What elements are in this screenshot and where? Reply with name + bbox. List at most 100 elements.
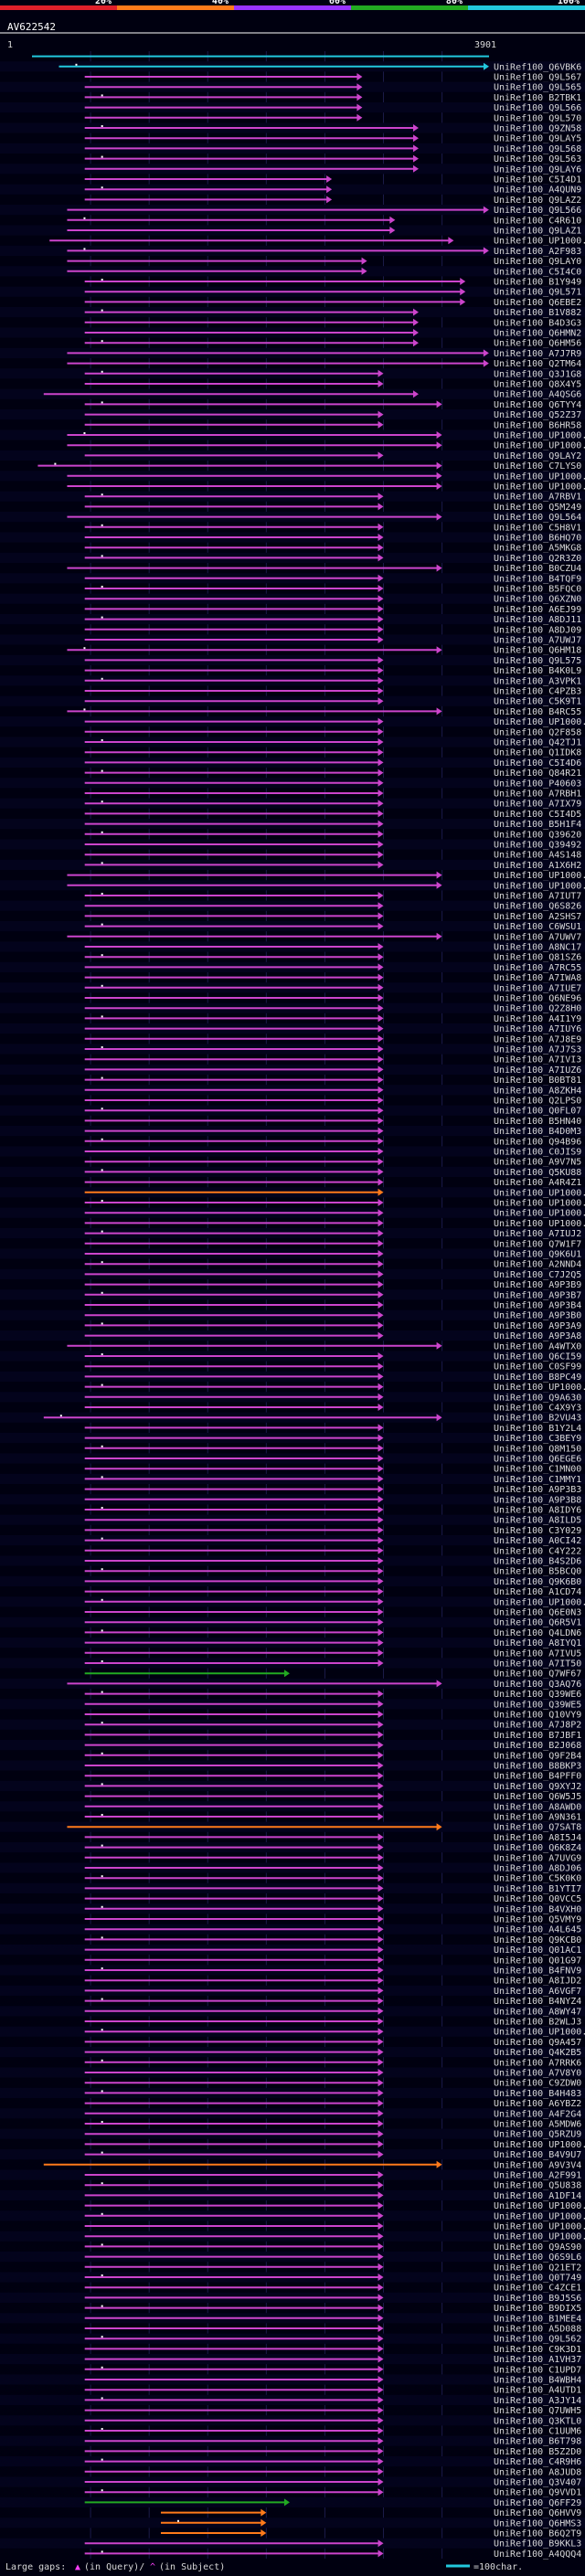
hit-row[interactable]: UniRef100_C1MMY1 <box>0 1473 585 1485</box>
hit-row[interactable]: UniRef100_B4V9U7 <box>0 2149 585 2160</box>
hit-row[interactable]: UniRef100_B0BT81 <box>84 1076 582 1086</box>
hit-label[interactable]: UniRef100_Q9XYJ2 <box>494 1782 581 1792</box>
hit-row[interactable]: UniRef100_B5Z2D0 <box>84 2447 582 2457</box>
hit-label[interactable]: UniRef100_UP1000.. <box>494 1199 585 1209</box>
hit-label[interactable]: UniRef100_B6HQ70 <box>494 534 581 544</box>
hit-row[interactable]: UniRef100_Q9LAY2 <box>0 450 585 461</box>
hit-label[interactable]: UniRef100_A7IUE7 <box>494 983 581 993</box>
hit-label[interactable]: UniRef100_Q0T749 <box>494 2274 581 2284</box>
hit-row[interactable]: UniRef100_B6Q2T9 <box>160 2529 581 2539</box>
hit-row[interactable]: UniRef100_A7IWA8 <box>84 973 582 983</box>
hit-label[interactable]: UniRef100_C4Y222 <box>494 1546 581 1556</box>
hit-row[interactable]: UniRef100_Q9L565 <box>0 81 585 93</box>
hit-label[interactable]: UniRef100_Q01AC1 <box>494 1945 581 1956</box>
hit-row[interactable]: UniRef100_Q2TM64 <box>67 359 581 369</box>
hit-label[interactable]: UniRef100_B4S2D6 <box>494 1557 581 1567</box>
hit-row[interactable]: UniRef100_C7J2Q5 <box>0 1268 585 1280</box>
hit-row[interactable]: UniRef100_B7JBF1 <box>84 1731 582 1741</box>
hit-row[interactable]: UniRef100_A1CD74 <box>84 1587 582 1597</box>
hit-label[interactable]: UniRef100_A1X6H2 <box>494 861 581 871</box>
hit-row[interactable]: UniRef100_A9P3A8 <box>0 1330 585 1341</box>
hit-label[interactable]: UniRef100_UP1000.. <box>494 1188 585 1198</box>
hit-row[interactable]: UniRef100_UP1000.. <box>67 871 585 881</box>
hit-row[interactable]: UniRef100_Q9LAY6 <box>0 164 585 175</box>
hit-row[interactable]: UniRef100_Q3V407 <box>0 2476 585 2488</box>
hit-row[interactable]: UniRef100_Q8X4Y5 <box>84 380 582 390</box>
hit-label[interactable]: UniRef100_Q0FL07 <box>494 1107 581 1117</box>
hit-row[interactable]: UniRef100_B1MEE4 <box>0 2313 585 2324</box>
hit-row[interactable]: UniRef100_A9V7N5 <box>84 1158 582 1168</box>
hit-row[interactable]: UniRef100_Q39492 <box>0 839 585 851</box>
hit-label[interactable]: UniRef100_A7J7R9 <box>494 349 581 359</box>
hit-row[interactable]: UniRef100_A5D088 <box>84 2325 582 2335</box>
hit-label[interactable]: UniRef100_A4QUN9 <box>494 186 581 196</box>
hit-label[interactable]: UniRef100_B4V9U7 <box>494 2150 581 2160</box>
hit-label[interactable]: UniRef100_Q3J1G8 <box>494 369 581 379</box>
hit-row[interactable]: UniRef100_Q39WE5 <box>0 1699 585 1710</box>
hit-label[interactable]: UniRef100_C1MMY1 <box>494 1475 581 1485</box>
hit-row[interactable]: UniRef100_C5I4C0 <box>0 266 585 277</box>
hit-label[interactable]: UniRef100_Q3KTL0 <box>494 2416 581 2426</box>
hit-row[interactable]: UniRef100_Q5RZU9 <box>0 2128 585 2140</box>
hit-label[interactable]: UniRef100_Q2LPS0 <box>494 1097 581 1107</box>
hit-label[interactable]: UniRef100_B1Y2L4 <box>494 1424 581 1434</box>
hit-row[interactable]: UniRef100_A8DJ09 <box>84 625 582 635</box>
hit-label[interactable]: UniRef100_A8ILD5 <box>494 1516 581 1526</box>
hit-label[interactable]: UniRef100_C1UUM6 <box>494 2427 581 2437</box>
hit-row[interactable]: UniRef100_C4R610 <box>67 216 581 226</box>
hit-row[interactable]: UniRef100_A7RBV1 <box>0 491 585 503</box>
hit-row[interactable]: UniRef100_A9P3B3 <box>84 1485 582 1495</box>
hit-label[interactable]: UniRef100_A9P3B4 <box>494 1301 581 1311</box>
hit-label[interactable]: UniRef100_Q6XZN0 <box>494 595 581 605</box>
hit-label[interactable]: UniRef100_A8IDY6 <box>494 1506 581 1516</box>
hit-label[interactable]: UniRef100_B6Q2T9 <box>494 2529 581 2539</box>
hit-row[interactable]: UniRef100_Q6HVV9 <box>160 2508 581 2518</box>
hit-row[interactable]: UniRef100_B1YTI7 <box>0 1882 585 1894</box>
hit-row[interactable]: UniRef100_Q21ET2 <box>84 2263 582 2273</box>
hit-row[interactable]: UniRef100_Q6K8Z4 <box>0 1842 585 1853</box>
hit-label[interactable]: UniRef100_A4I1Y9 <box>494 1014 581 1024</box>
hit-row[interactable]: UniRef100_A8AWD0 <box>0 1801 585 1812</box>
hit-row[interactable]: UniRef100_A7IT50 <box>0 1658 585 1670</box>
hit-label[interactable]: UniRef100_A8AWD0 <box>494 1802 581 1812</box>
hit-label[interactable]: UniRef100_A7UWV7 <box>494 932 581 942</box>
hit-label[interactable]: UniRef100_A7IUJ2 <box>494 1229 581 1239</box>
hit-label[interactable]: UniRef100_Q9LAY6 <box>494 164 581 175</box>
hit-label[interactable]: UniRef100_A8WY47 <box>494 2007 581 2017</box>
hit-row[interactable]: UniRef100_A9P3B8 <box>0 1494 585 1505</box>
hit-label[interactable]: UniRef100_C6WSU1 <box>494 922 581 932</box>
hit-label[interactable]: UniRef100_Q6HM56 <box>494 339 581 349</box>
hit-label[interactable]: UniRef100_Q9ZN58 <box>494 124 581 134</box>
hit-label[interactable]: UniRef100_A3JY14 <box>494 2396 581 2406</box>
hit-row[interactable]: UniRef100_B8PC49 <box>0 1371 585 1383</box>
hit-row[interactable]: UniRef100_A8ZKH4 <box>0 1085 585 1096</box>
hit-row[interactable]: UniRef100_A8WY47 <box>0 2006 585 2017</box>
hit-row[interactable]: UniRef100_A7IUZ6 <box>0 1064 585 1076</box>
hit-row[interactable]: UniRef100_C3Y029 <box>84 1526 582 1536</box>
hit-row[interactable]: UniRef100_B1Y2L4 <box>84 1424 582 1434</box>
hit-label[interactable]: UniRef100_Q6R5V1 <box>494 1618 581 1628</box>
hit-label[interactable]: UniRef100_C9ZDW0 <box>494 2079 581 2089</box>
hit-row[interactable]: UniRef100_A7UVG9 <box>84 1853 582 1863</box>
hit-row[interactable]: UniRef100_UP1000.. <box>0 2026 585 2038</box>
hit-label[interactable]: UniRef100_A7IWA8 <box>494 973 581 983</box>
hit-row[interactable]: UniRef100_A7RC55 <box>0 961 585 973</box>
hit-row[interactable]: UniRef100_Q9L564 <box>0 512 585 523</box>
hit-label[interactable]: UniRef100_A2F991 <box>494 2171 581 2181</box>
hit-row[interactable]: UniRef100_Q9L571 <box>0 286 585 298</box>
hit-label[interactable]: UniRef100_UP1000.. <box>494 237 585 247</box>
hit-label[interactable]: UniRef100_A9V7N5 <box>494 1158 581 1168</box>
hit-label[interactable]: UniRef100_Q6FF29 <box>494 2498 581 2508</box>
hit-label[interactable]: UniRef100_Q42TJ1 <box>494 738 581 748</box>
hit-label[interactable]: UniRef100_Q9KCB0 <box>494 1935 581 1945</box>
hit-row[interactable]: UniRef100_UP1000.. <box>0 1187 585 1198</box>
hit-label[interactable]: UniRef100_B4H483 <box>494 2089 581 2099</box>
hit-label[interactable]: UniRef100_A0CI42 <box>494 1536 581 1546</box>
hit-row[interactable]: UniRef100_Q6W5J5 <box>84 1792 582 1802</box>
hit-label[interactable]: UniRef100_Q9LAZ2 <box>494 196 581 206</box>
hit-row[interactable]: UniRef100_Q9LAY0 <box>67 257 581 267</box>
hit-row[interactable]: UniRef100_Q84R21 <box>84 769 582 779</box>
hit-row[interactable]: UniRef100_C5K0K0 <box>84 1874 582 1884</box>
hit-row[interactable]: UniRef100_Q39620 <box>84 830 582 840</box>
hit-label[interactable]: UniRef100_A7J7S3 <box>494 1045 581 1055</box>
